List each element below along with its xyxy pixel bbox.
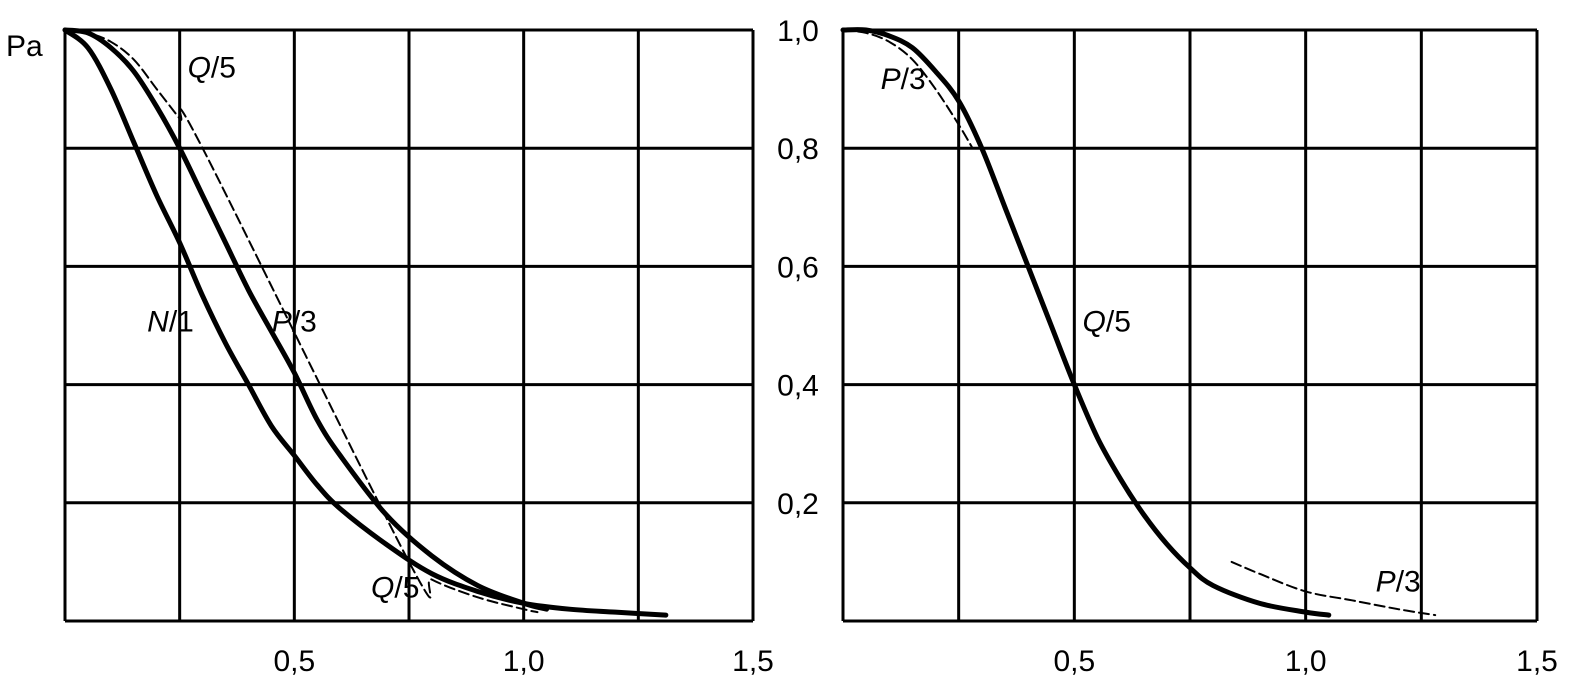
series-annotation: Q/5 xyxy=(1083,305,1131,338)
y-tick-label: 0,6 xyxy=(777,251,819,284)
y-tick-label: 0,4 xyxy=(777,370,819,403)
series-annotation: Q/5 xyxy=(188,51,236,84)
y-axis-label: Pa xyxy=(6,30,43,63)
x-tick-label: 1,5 xyxy=(1516,645,1558,678)
series-annotation: N/1 xyxy=(147,305,194,338)
right-chart-panel: 0,5 1,0 1,5 P/3 Q/5 P/3 xyxy=(840,27,1558,678)
series-annotation: P/3 xyxy=(1376,565,1421,598)
left-x-tick-labels: 0,5 1,0 1,5 xyxy=(273,645,773,678)
y-tick-label: 0,2 xyxy=(777,488,819,521)
y-tick-label: 0,8 xyxy=(777,133,819,166)
left-annotations: Q/5 N/1 P/3 Q/5 xyxy=(147,51,419,604)
series-line-q-5 xyxy=(64,29,539,614)
left-series xyxy=(62,27,669,618)
series-line-q-5 xyxy=(840,27,1332,618)
series-annotation: Q/5 xyxy=(371,571,419,604)
series-annotation: P/3 xyxy=(272,305,317,338)
y-tick-label: 1,0 xyxy=(777,15,819,48)
right-grid xyxy=(841,28,1539,623)
series-annotation: P/3 xyxy=(881,63,926,96)
right-annotations: P/3 Q/5 P/3 xyxy=(881,63,1421,598)
x-tick-label: 1,0 xyxy=(503,645,545,678)
left-chart-panel: 0,5 1,0 1,5 Q/5 N/1 P/3 Q/5 Pa xyxy=(6,27,774,678)
shared-y-tick-labels: 1,0 0,8 0,6 0,4 0,2 xyxy=(777,15,819,521)
series-line-p-3 xyxy=(62,27,550,612)
x-tick-label: 0,5 xyxy=(1053,645,1095,678)
x-tick-label: 1,5 xyxy=(732,645,774,678)
series-line-p-3 xyxy=(842,29,974,150)
x-tick-label: 0,5 xyxy=(273,645,315,678)
right-x-tick-labels: 0,5 1,0 1,5 xyxy=(1053,645,1557,678)
x-tick-label: 1,0 xyxy=(1285,645,1327,678)
right-series xyxy=(840,27,1437,618)
